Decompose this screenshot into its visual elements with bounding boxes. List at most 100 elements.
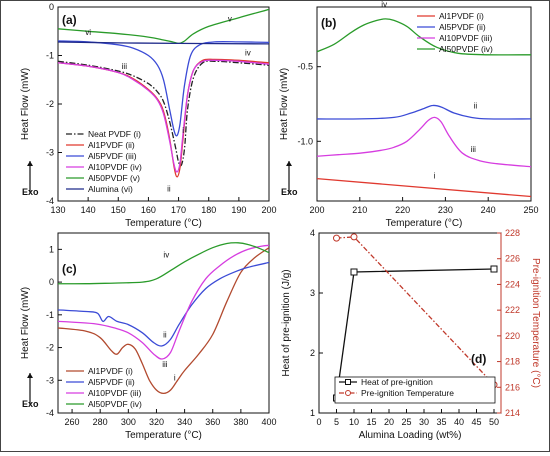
- y-right-tick-label: 214: [505, 408, 520, 418]
- x-tick-label: 180: [201, 205, 216, 215]
- y-axis-label: Heat Flow (mW): [20, 68, 31, 140]
- curve-annotation: iii: [122, 62, 128, 71]
- y-right-tick-label: 224: [505, 279, 520, 289]
- y-tick-label: 2: [310, 348, 315, 358]
- series-line-b-0: [317, 177, 531, 198]
- series-line-a-0: [58, 60, 269, 167]
- x-tick-label: 240: [481, 205, 496, 215]
- legend-label: Al1PVDF (i): [88, 366, 133, 376]
- x-axis-label: Alumina Loading (wt%): [359, 430, 462, 441]
- x-tick-label: 340: [177, 417, 192, 427]
- curve-annotation: v: [228, 15, 232, 24]
- curve-annotation: ii: [474, 101, 478, 110]
- y-right-axis-label: Pre-ignition Temperature (°C): [530, 258, 541, 388]
- x-tick-label: 250: [523, 205, 538, 215]
- series-line-a-2: [58, 40, 269, 137]
- x-tick-label: 35: [436, 417, 446, 427]
- x-tick-label: 300: [121, 417, 136, 427]
- data-point: [350, 268, 358, 276]
- y-tick-label: 1: [310, 408, 315, 418]
- x-axis-label: Temperature (°C): [386, 218, 463, 229]
- curve-annotation: ii: [167, 184, 171, 193]
- legend-label: Neat PVDF (i): [88, 129, 141, 139]
- legend-label: Al5PVDF (iii): [88, 151, 137, 161]
- x-tick-label: 220: [395, 205, 410, 215]
- x-tick-label: 15: [366, 417, 376, 427]
- panel-a: 130 140 150 160 170 180 190 200 0 -1 -2 -3 -4 Tempera…: [20, 2, 277, 229]
- y-tick-label: -1.0: [297, 136, 313, 146]
- data-point: [350, 233, 358, 241]
- x-tick-label: 140: [81, 205, 96, 215]
- data-point: [490, 265, 498, 273]
- legend-label: Al50PVDF (iv): [88, 399, 142, 409]
- x-tick-label: 320: [149, 417, 164, 427]
- legend-label: Al50PVDF (v): [88, 173, 140, 183]
- legend: Al1PVDF (i)Al5PVDF (ii)Al10PVDF (iii)Al5…: [66, 366, 142, 409]
- legend-label: Al5PVDF (ii): [439, 22, 486, 32]
- x-axis-label: Temperature (°C): [125, 430, 202, 441]
- y-tick-label: 0: [49, 2, 54, 12]
- x-axis-label: Temperature (°C): [125, 218, 202, 229]
- y-tick-label: -2: [46, 99, 54, 109]
- series-line-a-1: [58, 58, 269, 178]
- curve-annotation: i: [434, 172, 436, 181]
- legend-label: Al10PVDF (iii): [88, 388, 142, 398]
- y-right-tick-label: 222: [505, 305, 520, 315]
- exo-label: Exo: [281, 187, 298, 197]
- curve-annotation: iv: [163, 251, 169, 260]
- x-tick-label: 400: [261, 417, 276, 427]
- panel-c: 260 280 300 320 340 360 380 400 1 0 -1 -2 -3 -4 Temper…: [20, 232, 277, 441]
- exo-arrow-head: [27, 161, 33, 166]
- y-tick-label: -1: [46, 310, 54, 320]
- x-tick-label: 25: [401, 417, 411, 427]
- legend: Al1PVDF (i)Al5PVDF (ii)Al10PVDF (iii)Al5…: [417, 11, 493, 54]
- x-tick-label: 360: [205, 417, 220, 427]
- legend-label: Alumina (vi): [88, 184, 133, 194]
- x-tick-label: 200: [261, 205, 276, 215]
- series-line-a-4: [58, 8, 269, 45]
- y-axis-label: Heat Flow (mW): [20, 287, 31, 359]
- legend-box: [334, 376, 496, 404]
- x-tick-label: 30: [419, 417, 429, 427]
- x-tick-label: 380: [233, 417, 248, 427]
- curve-annotation: iii: [162, 360, 168, 369]
- y-tick-label: 3: [310, 288, 315, 298]
- x-tick-label: 50: [489, 417, 499, 427]
- y-tick-label: -1: [46, 51, 54, 61]
- series-line-b-1: [317, 104, 531, 120]
- y-tick-label: -2: [46, 343, 54, 353]
- legend-label: Al1PVDF (ii): [88, 140, 135, 150]
- x-tick-label: 0: [316, 417, 321, 427]
- y-tick-label: -4: [46, 196, 54, 206]
- panel-d: 0 5 10 15 20 25 30 35 40 45 50 1 2 3 4 214 216 218 220 222 2…: [281, 228, 541, 441]
- y-tick-label: -3: [46, 375, 54, 385]
- exo-arrow-head: [286, 161, 292, 166]
- data-point: [333, 234, 340, 242]
- legend-label: Al50PVDF (iv): [439, 44, 493, 54]
- series-line-c-0: [58, 247, 269, 395]
- legend-label: Pre-ignition Temperature: [361, 388, 454, 398]
- x-tick-label: 130: [50, 205, 65, 215]
- legend-label: Al10PVDF (iv): [88, 162, 142, 172]
- panel-b: 200 210 220 230 240 250 -0.5 -1.0 Temperature (°…: [279, 0, 539, 229]
- legend-marker: [345, 379, 351, 385]
- y-tick-label: 0: [49, 277, 54, 287]
- panel-label: (b): [321, 16, 336, 30]
- legend-marker: [345, 390, 351, 396]
- y-right-tick-label: 216: [505, 382, 520, 392]
- x-tick-label: 160: [141, 205, 156, 215]
- series-line-a-5: [58, 41, 269, 45]
- x-tick-label: 45: [471, 417, 481, 427]
- x-tick-label: 5: [334, 417, 339, 427]
- x-tick-label: 40: [454, 417, 464, 427]
- series-line-c-3: [58, 242, 269, 285]
- x-tick-label: 210: [352, 205, 367, 215]
- x-tick-label: 150: [111, 205, 126, 215]
- series-line-a-3: [58, 59, 269, 173]
- x-tick-label: 260: [65, 417, 80, 427]
- y-tick-label: -4: [46, 408, 54, 418]
- curve-annotation: iii: [471, 145, 477, 154]
